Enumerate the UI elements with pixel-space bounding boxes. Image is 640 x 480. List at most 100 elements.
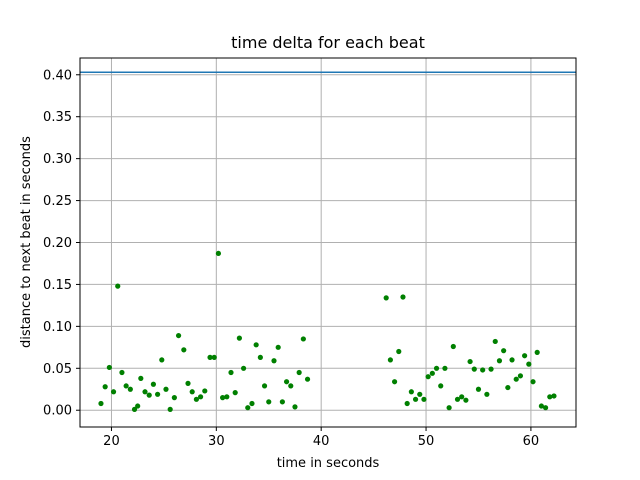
data-point bbox=[240, 365, 247, 371]
data-point bbox=[142, 389, 148, 395]
data-point bbox=[304, 376, 311, 382]
x-tick-label: 20 bbox=[103, 434, 120, 449]
data-point bbox=[505, 384, 511, 391]
data-point bbox=[261, 383, 268, 389]
data-point bbox=[102, 384, 108, 390]
x-axis-ticks: 20 30 40 50 60 bbox=[103, 427, 539, 449]
data-point bbox=[538, 403, 544, 409]
y-tick-label: 0.00 bbox=[43, 404, 72, 419]
data-point bbox=[450, 343, 456, 350]
data-point bbox=[463, 397, 469, 403]
data-point bbox=[193, 396, 199, 402]
data-point bbox=[300, 336, 306, 342]
data-point bbox=[488, 366, 494, 372]
data-point bbox=[292, 404, 298, 410]
data-point bbox=[475, 386, 482, 392]
data-point bbox=[517, 373, 524, 379]
data-point bbox=[496, 358, 503, 364]
data-point bbox=[530, 379, 536, 385]
data-point bbox=[467, 358, 473, 365]
data-point bbox=[283, 379, 290, 385]
data-point bbox=[454, 396, 461, 402]
data-point bbox=[438, 383, 444, 389]
data-point bbox=[408, 389, 414, 395]
data-point bbox=[446, 405, 452, 411]
y-tick-label: 0.25 bbox=[43, 194, 72, 209]
data-point bbox=[202, 388, 208, 394]
data-point bbox=[127, 386, 133, 392]
data-point bbox=[150, 381, 157, 387]
y-axis-label: distance to next beat in seconds bbox=[19, 136, 34, 348]
data-points bbox=[98, 250, 557, 412]
data-point bbox=[228, 369, 234, 376]
data-point bbox=[526, 361, 532, 367]
y-tick-label: 0.05 bbox=[43, 362, 72, 377]
data-point bbox=[383, 295, 389, 301]
x-tick-label: 40 bbox=[313, 434, 330, 449]
data-point bbox=[131, 406, 138, 412]
data-point bbox=[459, 394, 465, 400]
x-tick-label: 30 bbox=[208, 434, 225, 449]
data-point bbox=[154, 391, 161, 397]
data-point bbox=[163, 386, 169, 392]
data-point bbox=[175, 332, 182, 339]
data-point bbox=[387, 357, 393, 363]
data-point bbox=[249, 400, 255, 407]
data-point bbox=[425, 374, 431, 380]
data-point bbox=[442, 365, 448, 371]
data-point bbox=[421, 396, 427, 402]
data-point bbox=[171, 395, 177, 401]
data-point bbox=[123, 383, 129, 389]
data-point bbox=[98, 400, 104, 407]
data-point bbox=[492, 338, 498, 345]
data-point bbox=[513, 376, 519, 382]
data-point bbox=[138, 375, 144, 381]
data-point bbox=[412, 396, 419, 402]
data-point bbox=[551, 393, 557, 399]
data-point bbox=[232, 390, 238, 396]
data-point bbox=[271, 358, 277, 364]
y-tick-label: 0.20 bbox=[43, 236, 72, 251]
data-point bbox=[433, 365, 440, 371]
data-point bbox=[207, 354, 213, 360]
x-tick-label: 60 bbox=[523, 434, 540, 449]
data-point bbox=[429, 370, 435, 376]
data-point bbox=[275, 344, 281, 350]
y-tick-label: 0.30 bbox=[43, 152, 72, 167]
data-point bbox=[220, 395, 226, 401]
data-point bbox=[197, 394, 204, 400]
chart-title: time delta for each beat bbox=[231, 33, 425, 52]
y-tick-label: 0.10 bbox=[43, 320, 72, 335]
x-axis-label: time in seconds bbox=[277, 456, 380, 471]
data-point bbox=[404, 400, 410, 407]
data-point bbox=[522, 353, 528, 359]
data-point bbox=[542, 405, 549, 411]
data-point bbox=[189, 389, 195, 395]
data-point bbox=[534, 349, 540, 355]
data-point bbox=[119, 369, 125, 376]
x-tick-label: 50 bbox=[418, 434, 435, 449]
data-point bbox=[215, 250, 222, 257]
data-point bbox=[484, 391, 490, 397]
data-point bbox=[509, 357, 515, 363]
data-point bbox=[167, 406, 173, 412]
data-point bbox=[146, 392, 152, 398]
data-point bbox=[110, 389, 117, 395]
data-point bbox=[480, 367, 486, 373]
y-tick-label: 0.35 bbox=[43, 110, 72, 125]
data-point bbox=[236, 335, 242, 341]
data-point bbox=[211, 354, 217, 360]
data-point bbox=[288, 383, 294, 389]
data-point bbox=[159, 357, 165, 363]
y-axis-ticks: 0.00 0.05 0.10 0.15 0.20 0.25 0.30 0.35 0.40 bbox=[43, 68, 80, 419]
data-point bbox=[471, 366, 477, 372]
data-point bbox=[257, 354, 263, 360]
data-point bbox=[115, 283, 121, 289]
data-point bbox=[396, 348, 402, 355]
data-point bbox=[547, 394, 553, 400]
y-tick-label: 0.40 bbox=[43, 68, 72, 83]
data-point bbox=[400, 294, 406, 300]
data-point bbox=[185, 380, 191, 386]
data-point bbox=[296, 369, 302, 376]
